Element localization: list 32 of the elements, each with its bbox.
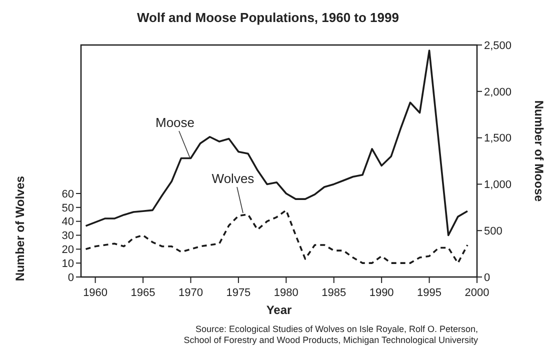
y-tick-label: 10 [62, 258, 74, 270]
x-tick-label: 1985 [322, 287, 346, 299]
y2-tick-label: 1,000 [484, 179, 512, 192]
y2-tick-label: 1,500 [484, 132, 512, 145]
y2-tick-label: 2,500 [484, 40, 512, 52]
y-tick-label: 60 [62, 188, 74, 200]
text: School of Forestry and Wood Products, Michigan Technological University [184, 335, 478, 345]
x-axis-title: Year [266, 303, 292, 317]
line-series [84, 50, 468, 236]
x-tick-label: 1970 [178, 287, 203, 299]
x-tick-label: 1995 [417, 287, 442, 299]
x-tick-label: 1960 [83, 287, 108, 299]
y2-tick-label: 0 [484, 272, 490, 284]
x-tick-label: 1975 [226, 287, 251, 299]
y-tick-label: 0 [68, 272, 74, 284]
source-note: Source: Ecological Studies of Wolves on Isle Royale, Rolf O. Peterson, [196, 324, 478, 334]
y2-tick-label: 500 [484, 225, 502, 238]
y-tick-label: 40 [62, 216, 74, 228]
series-label: Moose [155, 115, 195, 130]
y2-tick-label: 2,000 [484, 86, 512, 98]
chart-title: Wolf and Moose Populations, 1960 to 1999 [137, 10, 399, 25]
x-tick-label: 1965 [130, 287, 156, 299]
x-tick-label: 1990 [369, 287, 394, 299]
y-tick-label: 20 [62, 244, 74, 256]
y-tick-label: 50 [62, 202, 74, 214]
text: Wolves [212, 171, 255, 186]
y2-axis-title: Number of Moose [532, 100, 546, 202]
x-tick-label: 1980 [274, 287, 298, 299]
line-series [84, 209, 468, 264]
x-tick-label: 2000 [464, 287, 490, 299]
y-axis-title: Number of Wolves [13, 176, 27, 282]
y-tick-label: 30 [62, 230, 74, 242]
